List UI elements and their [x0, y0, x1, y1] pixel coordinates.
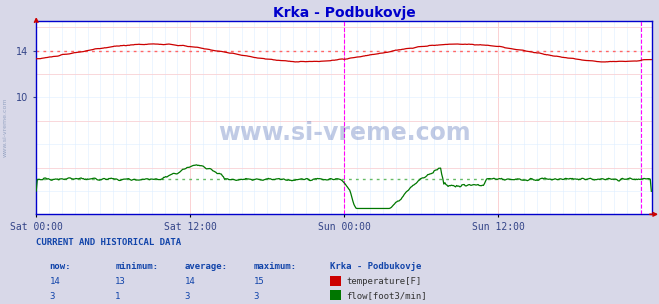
Text: CURRENT AND HISTORICAL DATA: CURRENT AND HISTORICAL DATA	[36, 238, 181, 247]
Text: flow[foot3/min]: flow[foot3/min]	[347, 292, 427, 301]
Text: now:: now:	[49, 262, 71, 271]
Text: average:: average:	[185, 262, 227, 271]
Text: 14: 14	[185, 277, 195, 286]
Text: 3: 3	[49, 292, 55, 301]
Title: Krka - Podbukovje: Krka - Podbukovje	[273, 6, 416, 20]
Text: 3: 3	[185, 292, 190, 301]
Text: 14: 14	[49, 277, 60, 286]
Text: 15: 15	[254, 277, 264, 286]
Text: Krka - Podbukovje: Krka - Podbukovje	[330, 262, 421, 271]
Text: www.si-vreme.com: www.si-vreme.com	[218, 121, 471, 145]
Text: minimum:: minimum:	[115, 262, 158, 271]
Text: 1: 1	[115, 292, 121, 301]
Text: www.si-vreme.com: www.si-vreme.com	[3, 98, 8, 157]
Text: temperature[F]: temperature[F]	[347, 277, 422, 286]
Text: maximum:: maximum:	[254, 262, 297, 271]
Text: 3: 3	[254, 292, 259, 301]
Text: 13: 13	[115, 277, 126, 286]
